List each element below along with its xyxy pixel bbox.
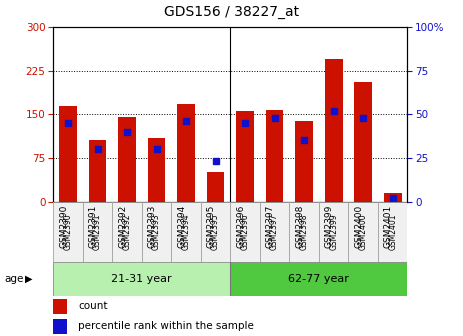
Text: GSM2391: GSM2391 — [88, 205, 98, 248]
Bar — [201, 202, 231, 262]
Text: percentile rank within the sample: percentile rank within the sample — [78, 321, 254, 331]
Text: GSM2392: GSM2392 — [123, 214, 131, 250]
Bar — [260, 202, 289, 262]
Bar — [148, 137, 165, 202]
Bar — [53, 262, 231, 296]
Bar — [177, 104, 195, 202]
Text: GSM2400: GSM2400 — [359, 213, 368, 250]
Text: ▶: ▶ — [25, 274, 32, 284]
Text: GSM2393: GSM2393 — [148, 205, 156, 248]
Bar — [325, 59, 343, 202]
Text: GSM2399: GSM2399 — [329, 213, 338, 250]
Bar — [231, 202, 260, 262]
Text: GSM2393: GSM2393 — [152, 213, 161, 250]
Bar — [354, 82, 372, 202]
Text: GSM2399: GSM2399 — [325, 205, 334, 248]
Text: GSM2395: GSM2395 — [211, 213, 220, 250]
Text: GSM2401: GSM2401 — [388, 214, 397, 250]
Bar — [89, 140, 106, 202]
Bar — [319, 202, 349, 262]
Bar — [59, 106, 77, 202]
Text: GSM2397: GSM2397 — [266, 205, 275, 248]
Text: GDS156 / 38227_at: GDS156 / 38227_at — [164, 5, 299, 19]
Text: GSM2395: GSM2395 — [206, 205, 216, 248]
Bar — [53, 202, 83, 262]
Bar — [349, 202, 378, 262]
Text: count: count — [78, 301, 107, 311]
Text: GSM2391: GSM2391 — [93, 214, 102, 250]
Text: GSM2398: GSM2398 — [300, 214, 309, 250]
Text: age: age — [5, 274, 24, 284]
Text: GSM2396: GSM2396 — [241, 213, 250, 250]
Text: 62-77 year: 62-77 year — [288, 274, 349, 284]
Text: GSM2392: GSM2392 — [118, 205, 127, 248]
Bar — [236, 111, 254, 202]
Bar — [378, 202, 407, 262]
Bar — [384, 193, 401, 202]
Text: GSM2398: GSM2398 — [295, 205, 304, 248]
Text: 21-31 year: 21-31 year — [112, 274, 172, 284]
Text: GSM2396: GSM2396 — [236, 205, 245, 248]
Text: GSM2394: GSM2394 — [177, 205, 186, 248]
Bar — [266, 110, 283, 202]
Text: GSM2400: GSM2400 — [354, 205, 363, 248]
Bar — [289, 202, 319, 262]
Bar — [83, 202, 113, 262]
Text: GSM2390: GSM2390 — [59, 205, 68, 248]
Bar — [118, 117, 136, 202]
Text: GSM2394: GSM2394 — [181, 213, 191, 250]
Bar — [295, 121, 313, 202]
Bar — [142, 202, 171, 262]
Bar — [206, 172, 225, 202]
Text: GSM2401: GSM2401 — [384, 205, 393, 248]
Bar — [231, 262, 407, 296]
Text: GSM2390: GSM2390 — [63, 213, 73, 250]
Bar — [53, 298, 68, 314]
Bar — [171, 202, 201, 262]
Bar — [113, 202, 142, 262]
Text: GSM2397: GSM2397 — [270, 213, 279, 250]
Bar — [53, 319, 68, 334]
